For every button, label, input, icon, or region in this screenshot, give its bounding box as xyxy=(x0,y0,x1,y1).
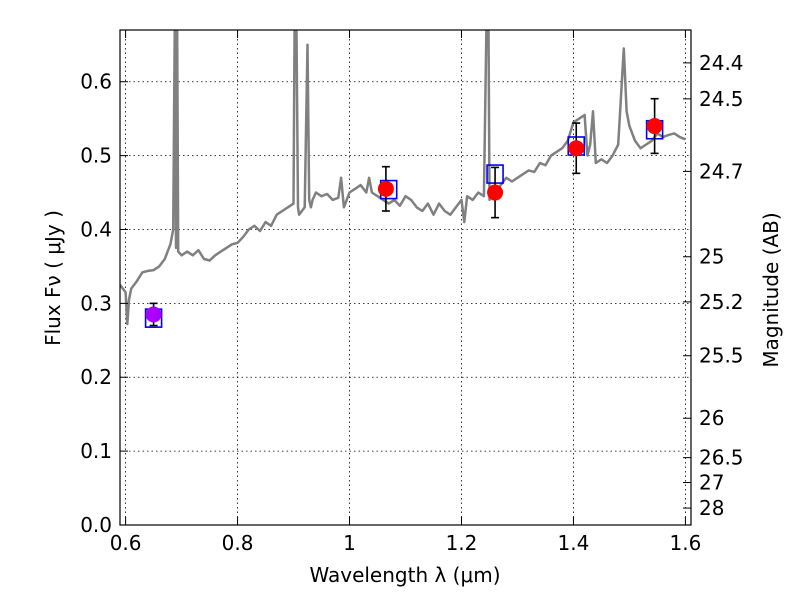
y2-tick-label: 28 xyxy=(699,496,724,520)
y2-tick-label: 26.5 xyxy=(699,446,744,470)
x-tick-label: 1.4 xyxy=(558,531,590,555)
grid xyxy=(120,30,691,526)
spectrum-layer xyxy=(120,30,686,326)
y2-tick-label: 27 xyxy=(699,471,724,495)
x-tick-label: 0.6 xyxy=(110,531,142,555)
y-axis-label: Flux Fν ( μJy ) xyxy=(41,210,65,346)
y-tick-label: 0.3 xyxy=(80,291,112,315)
y-tick-label: 0.2 xyxy=(80,365,112,389)
y-tick-label: 0.6 xyxy=(80,70,112,94)
y-tick-label: 0.1 xyxy=(80,439,112,463)
observed-photometry-point xyxy=(568,140,585,157)
marker-layer xyxy=(144,97,664,328)
y2-tick-label: 24.5 xyxy=(699,87,744,111)
observed-photometry-point xyxy=(487,184,504,201)
x-axis-label: Wavelength λ (μm) xyxy=(309,563,500,587)
y2-tick-label: 24.7 xyxy=(699,159,744,183)
y-tick-label: 0.4 xyxy=(80,217,112,241)
observed-photometry-point xyxy=(377,180,394,197)
y2-tick-label: 25.2 xyxy=(699,290,744,314)
y2-tick-label: 25.5 xyxy=(699,344,744,368)
ticks xyxy=(120,30,691,526)
plot-frame xyxy=(119,29,692,526)
observed-photometry-point xyxy=(145,306,162,323)
y-tick-label: 0.0 xyxy=(80,513,112,537)
y-tick-label: 0.5 xyxy=(80,144,112,168)
observed-photometry-point xyxy=(646,118,663,135)
y2-tick-label: 26 xyxy=(699,406,724,430)
model-spectrum-line xyxy=(120,30,686,326)
y2-axis-label: Magnitude (AB) xyxy=(759,212,783,367)
tick-labels: 0.6 0.8 1 1.2 1.4 1.6 0.0 0.1 0.2 0.3 0.4 0.5 0.6 24.… xyxy=(80,51,743,555)
x-tick-label: 0.8 xyxy=(222,531,254,555)
x-tick-label: 1.6 xyxy=(669,531,701,555)
x-tick-label: 1 xyxy=(343,531,356,555)
y2-tick-label: 24.4 xyxy=(699,51,744,75)
y2-tick-label: 25 xyxy=(699,245,724,269)
x-tick-label: 1.2 xyxy=(446,531,478,555)
